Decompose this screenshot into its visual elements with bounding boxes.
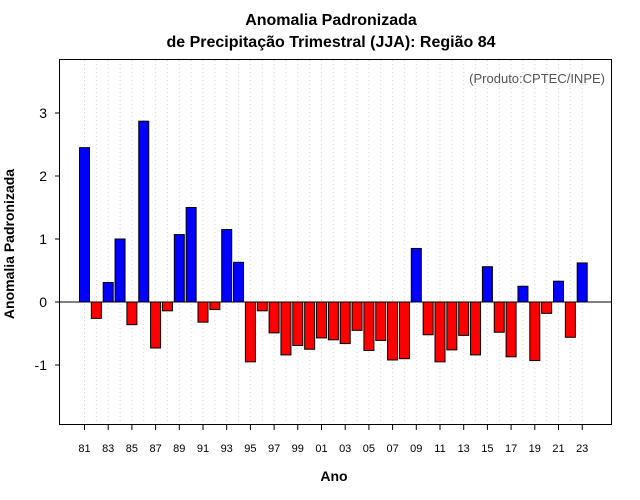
y-axis-title: Anomalia Padronizada (1, 169, 17, 319)
x-tick-label: 21 (552, 443, 564, 455)
bar-2012 (446, 301, 458, 351)
bar-1991 (197, 301, 209, 323)
bar-2020 (541, 301, 553, 314)
bar-1996 (256, 301, 268, 312)
x-tick-label: 81 (78, 443, 90, 455)
bar-1981 (79, 147, 90, 303)
credit-label: (Produto:CPTEC/INPE) (469, 71, 605, 86)
bar-1985 (126, 301, 138, 326)
bar-2009 (410, 247, 422, 303)
y-tick-label: 2 (39, 168, 47, 184)
bar-2003 (339, 301, 351, 345)
bar-1994 (233, 261, 245, 303)
bar-1997 (268, 301, 280, 334)
bar-2005 (363, 301, 375, 352)
bar-1982 (90, 301, 102, 319)
bar-2013 (458, 301, 470, 336)
chart-title-line2: de Precipitação Trimestral (JJA): Região… (166, 34, 495, 51)
x-tick-label: 03 (339, 443, 351, 455)
x-tick-label: 91 (197, 443, 209, 455)
bar-2011 (434, 301, 446, 363)
x-tick-label: 09 (410, 443, 422, 455)
bar-2000 (304, 301, 316, 350)
bar-1999 (292, 301, 304, 346)
x-tick-label: 97 (268, 443, 280, 455)
bar-1983 (102, 281, 114, 303)
bar-1995 (244, 301, 256, 363)
bar-2017 (505, 301, 517, 358)
bar-1989 (173, 234, 185, 303)
bar-2015 (481, 266, 493, 303)
x-tick-label: 99 (292, 443, 304, 455)
x-tick-label: 23 (576, 443, 588, 455)
bar-2001 (316, 301, 327, 339)
x-tick-label: 17 (505, 443, 517, 455)
x-tick-label: 13 (458, 443, 470, 455)
bar-2002 (327, 301, 339, 341)
x-tick-label: 89 (173, 443, 185, 455)
x-tick-label: 87 (149, 443, 161, 455)
bar-1987 (150, 301, 162, 349)
bar-1990 (185, 207, 197, 303)
bar-1998 (280, 301, 292, 356)
x-axis: 81 83 85 87 89 91 93 95 97 99 01 03 05 07 09 11 13 15 17 19… (78, 424, 588, 455)
bar-1986 (138, 120, 150, 303)
y-axis: -1 0 1 2 3 (35, 105, 60, 373)
x-tick-label: 15 (481, 443, 493, 455)
y-tick-label: -1 (35, 357, 48, 373)
x-tick-label: 85 (126, 443, 138, 455)
y-tick-label: 1 (39, 231, 47, 247)
x-tick-label: 95 (244, 443, 256, 455)
bar-2022 (564, 301, 576, 338)
x-tick-label: 11 (434, 443, 445, 455)
bar-2019 (529, 301, 541, 362)
bar-2021 (553, 280, 564, 303)
bar-2006 (375, 301, 387, 341)
bar-2016 (493, 301, 505, 333)
bar-1993 (221, 229, 233, 303)
bar-2023 (576, 262, 588, 303)
bar-1984 (114, 238, 126, 303)
bar-2018 (517, 285, 529, 303)
bar-2004 (351, 301, 363, 331)
x-axis-title: Ano (320, 468, 347, 484)
bar-2010 (422, 301, 434, 336)
bar-2007 (387, 301, 399, 361)
y-tick-label: 3 (39, 105, 47, 121)
y-tick-label: 0 (39, 294, 47, 310)
x-tick-label: 01 (315, 443, 327, 455)
x-tick-label: 83 (102, 443, 114, 455)
x-tick-label: 19 (529, 443, 541, 455)
bar-1992 (209, 301, 221, 311)
x-tick-label: 05 (363, 443, 375, 455)
bar-1988 (161, 301, 173, 312)
plot-frame (59, 59, 612, 425)
x-tick-label: 93 (221, 443, 233, 455)
vertical-gridlines (84, 60, 583, 424)
bar-2008 (398, 301, 410, 360)
bar-series (79, 120, 588, 363)
chart-title-line1: Anomalia Padronizada (245, 12, 417, 29)
x-tick-label: 07 (386, 443, 398, 455)
bar-2014 (470, 301, 482, 356)
